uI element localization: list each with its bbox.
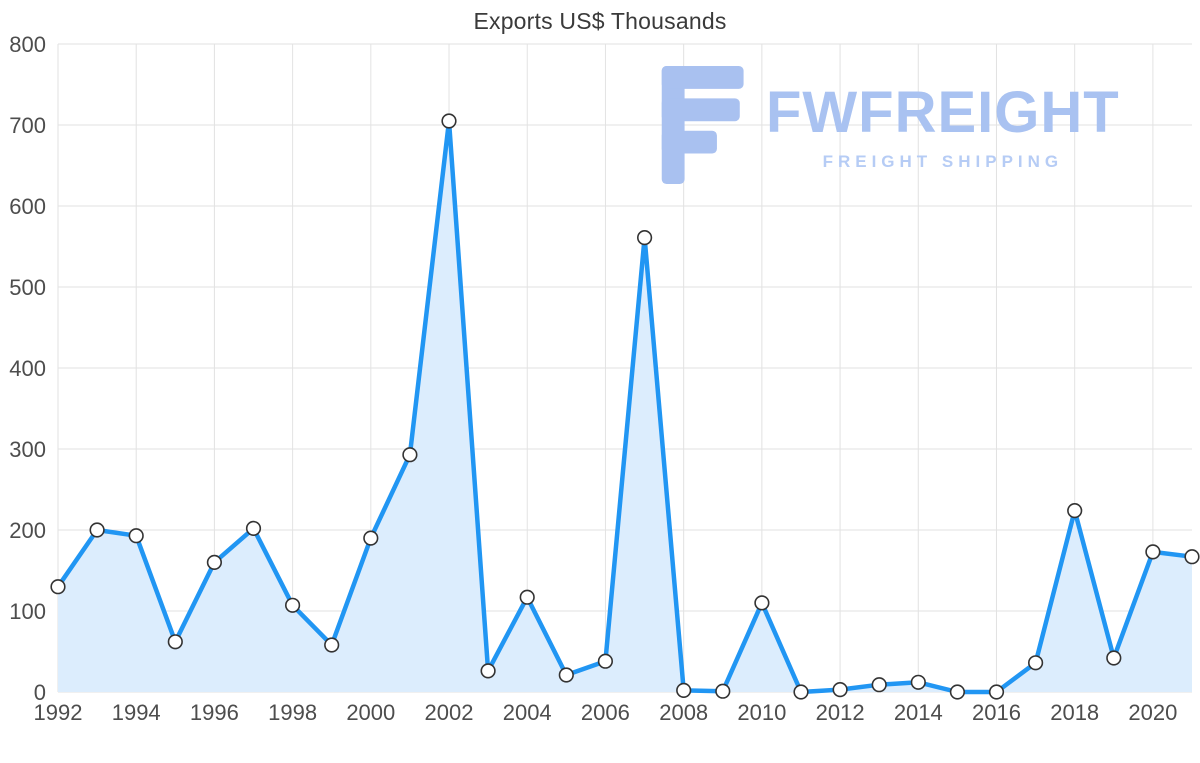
data-point-marker [402,447,418,463]
data-point-marker [871,677,887,693]
svg-text:2004: 2004 [503,700,552,725]
data-point-marker [1184,549,1200,565]
data-point-marker [793,684,809,700]
x-axis-labels: 1992 1994 1996 1998 2000 2002 2004 2006 2008 2010… [34,700,1178,725]
svg-text:2020: 2020 [1128,700,1177,725]
svg-text:2016: 2016 [972,700,1021,725]
data-point-marker [89,522,105,538]
svg-text:2002: 2002 [425,700,474,725]
svg-text:2014: 2014 [894,700,943,725]
data-point-marker [285,597,301,613]
svg-text:2012: 2012 [816,700,865,725]
data-point-marker [1106,650,1122,666]
svg-text:200: 200 [9,518,46,543]
svg-text:500: 500 [9,275,46,300]
svg-text:100: 100 [9,599,46,624]
data-point-marker [480,663,496,679]
chart-title: Exports US$ Thousands [473,8,727,34]
data-point-marker [519,589,535,605]
data-point-marker [1027,655,1044,671]
svg-text:2018: 2018 [1050,700,1099,725]
data-point-marker [324,637,340,653]
svg-text:400: 400 [9,356,46,381]
svg-text:800: 800 [9,32,46,57]
svg-text:2008: 2008 [659,700,708,725]
svg-text:2010: 2010 [737,700,786,725]
data-point-marker [50,579,66,595]
svg-text:600: 600 [9,194,46,219]
svg-text:2006: 2006 [581,700,630,725]
data-point-marker [988,684,1005,700]
svg-text:300: 300 [9,437,46,462]
data-point-marker [636,230,653,246]
data-point-marker [597,653,614,669]
data-point-marker [715,683,731,699]
data-point-marker [441,113,457,129]
data-point-marker [128,528,144,544]
data-point-marker [832,681,848,698]
svg-text:1998: 1998 [268,700,317,725]
data-point-marker [1067,503,1083,519]
svg-text:700: 700 [9,113,46,138]
svg-text:1996: 1996 [190,700,239,725]
area-fill [58,121,1192,692]
data-point-marker [949,684,966,700]
data-point-markers [50,113,1200,700]
line-series [55,118,1195,695]
data-point-marker [1145,544,1161,560]
data-point-marker [910,674,926,690]
data-point-marker [206,554,222,571]
svg-text:1992: 1992 [34,700,83,725]
data-point-marker [167,634,183,650]
data-point-marker [245,520,262,537]
data-point-marker [558,667,574,683]
data-point-marker [676,682,692,699]
data-point-marker [754,595,770,611]
svg-text:2000: 2000 [346,700,395,725]
data-point-marker [363,530,379,546]
y-axis-labels: 0 100 200 300 400 500 600 700 800 [9,32,46,705]
svg-text:0: 0 [34,680,46,705]
svg-text:1994: 1994 [112,700,161,725]
